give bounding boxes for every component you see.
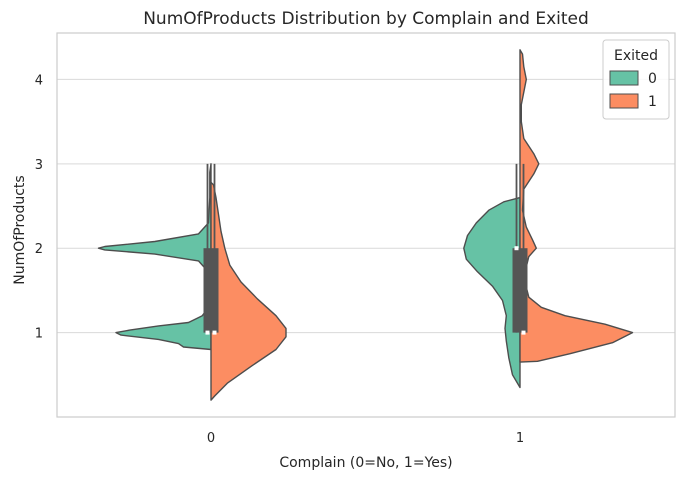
box-median-complain-1-exited-0 (514, 246, 519, 251)
x-axis-label: Complain (0=No, 1=Yes) (279, 455, 452, 471)
inner-boxes (203, 163, 528, 335)
box-iqr-complain-0-exited-0 (203, 248, 212, 333)
grid-lines (57, 78, 675, 334)
violins (97, 49, 634, 401)
violin-complain-0-exited-1 (210, 181, 287, 401)
plot-area-frame (56, 32, 676, 418)
x-tick-label-0: 0 (207, 431, 215, 446)
violin-complain-0-exited-0 (97, 163, 212, 351)
y-axis-label: NumOfProducts (12, 175, 28, 284)
y-tick-label-3: 3 (35, 158, 43, 173)
y-tick-label-4: 4 (35, 73, 43, 88)
box-median-complain-1-exited-1 (521, 330, 526, 335)
y-tick-label-2: 2 (35, 242, 43, 257)
box-iqr-complain-1-exited-1 (519, 248, 528, 333)
legend-swatch-exited-1 (609, 93, 639, 109)
box-median-complain-0-exited-1 (212, 330, 217, 335)
violin-complain-1-exited-1 (519, 49, 634, 363)
legend-title: Exited (614, 48, 658, 64)
legend: Exited 0 1 (602, 39, 670, 120)
y-tick-label-1: 1 (35, 327, 43, 342)
legend-label-exited-1: 1 (648, 94, 657, 110)
tick-labels: 1 2 3 4 0 1 (35, 73, 524, 446)
box-median-complain-0-exited-0 (205, 330, 210, 335)
box-iqr-complain-1-exited-0 (512, 248, 521, 333)
legend-swatch-exited-0 (609, 70, 639, 86)
box-iqr-complain-0-exited-1 (210, 248, 219, 333)
x-tick-label-1: 1 (516, 431, 524, 446)
violin-complain-1-exited-0 (463, 196, 521, 389)
legend-label-exited-0: 0 (648, 71, 657, 87)
chart-title: NumOfProducts Distribution by Complain a… (143, 9, 589, 29)
